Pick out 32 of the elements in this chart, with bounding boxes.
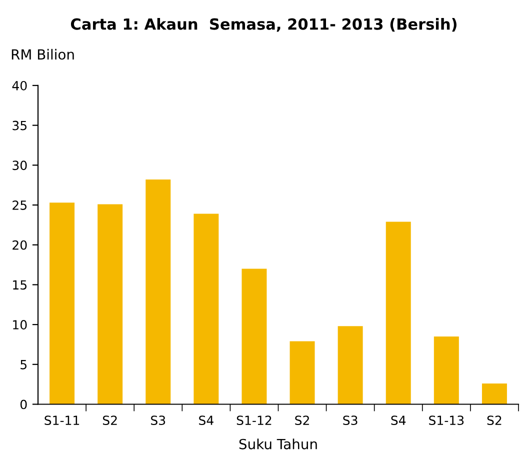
bar bbox=[386, 222, 411, 404]
y-axis-title: RM Bilion bbox=[12, 48, 74, 60]
bar bbox=[146, 180, 171, 404]
chart-title: Carta 1: Akaun Semasa, 2011- 2013 (Bersih) bbox=[70, 18, 456, 32]
bar bbox=[290, 341, 315, 404]
x-tick-label: S4 bbox=[391, 416, 406, 426]
x-tick-label: S3 bbox=[343, 416, 358, 426]
x-tick-label: S2 bbox=[295, 416, 309, 426]
bar bbox=[50, 202, 75, 404]
y-tick-label: 15 bbox=[13, 280, 27, 290]
x-tick-label: S2 bbox=[487, 416, 502, 426]
x-tick-label: S3 bbox=[151, 416, 166, 426]
x-axis-title: Suku Tahun bbox=[239, 438, 317, 450]
x-tick-label: S1-13 bbox=[429, 416, 464, 426]
y-tick-label: 40 bbox=[12, 80, 27, 90]
y-tick-label: 10 bbox=[13, 320, 27, 330]
y-tick-label: 5 bbox=[20, 360, 27, 370]
y-tick-label: 20 bbox=[12, 240, 27, 250]
x-tick-label: S1-12 bbox=[236, 416, 272, 426]
bar bbox=[242, 268, 267, 404]
bar bbox=[98, 204, 123, 404]
bar bbox=[482, 384, 507, 404]
bar bbox=[434, 336, 459, 404]
bar bbox=[338, 326, 363, 404]
bar bbox=[194, 214, 219, 404]
y-tick-label: 30 bbox=[12, 160, 27, 170]
x-tick-label: S2 bbox=[102, 416, 117, 426]
x-tick-label: S4 bbox=[199, 416, 214, 426]
x-tick-label: S1-11 bbox=[44, 416, 80, 426]
y-tick-label: 0 bbox=[20, 400, 27, 410]
y-tick-label: 25 bbox=[12, 200, 27, 210]
y-tick-label: 35 bbox=[12, 120, 27, 130]
